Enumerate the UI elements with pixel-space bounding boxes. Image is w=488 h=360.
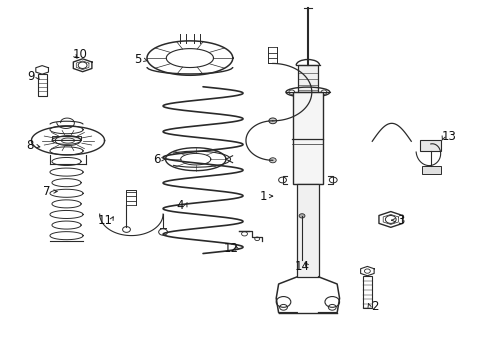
Text: 2: 2 xyxy=(371,300,378,313)
Text: 4: 4 xyxy=(176,199,183,212)
Circle shape xyxy=(269,158,276,163)
Text: 8: 8 xyxy=(26,139,34,152)
Bar xyxy=(297,184,318,277)
Text: 9: 9 xyxy=(27,69,35,82)
Text: 10: 10 xyxy=(72,48,87,61)
Bar xyxy=(419,140,441,151)
Text: 1: 1 xyxy=(259,190,266,203)
Circle shape xyxy=(299,214,305,218)
Text: 7: 7 xyxy=(43,185,51,198)
Circle shape xyxy=(268,118,276,124)
Text: 12: 12 xyxy=(223,242,238,255)
Text: 14: 14 xyxy=(294,260,309,273)
Bar xyxy=(421,166,440,174)
Bar xyxy=(38,74,46,96)
Bar xyxy=(293,92,322,184)
Text: 3: 3 xyxy=(396,214,404,227)
Bar xyxy=(298,65,317,92)
Bar xyxy=(52,136,81,140)
Bar xyxy=(362,276,371,309)
Text: 13: 13 xyxy=(441,130,456,144)
Text: 5: 5 xyxy=(134,53,142,66)
Text: 6: 6 xyxy=(153,153,160,166)
Text: 11: 11 xyxy=(98,214,113,227)
